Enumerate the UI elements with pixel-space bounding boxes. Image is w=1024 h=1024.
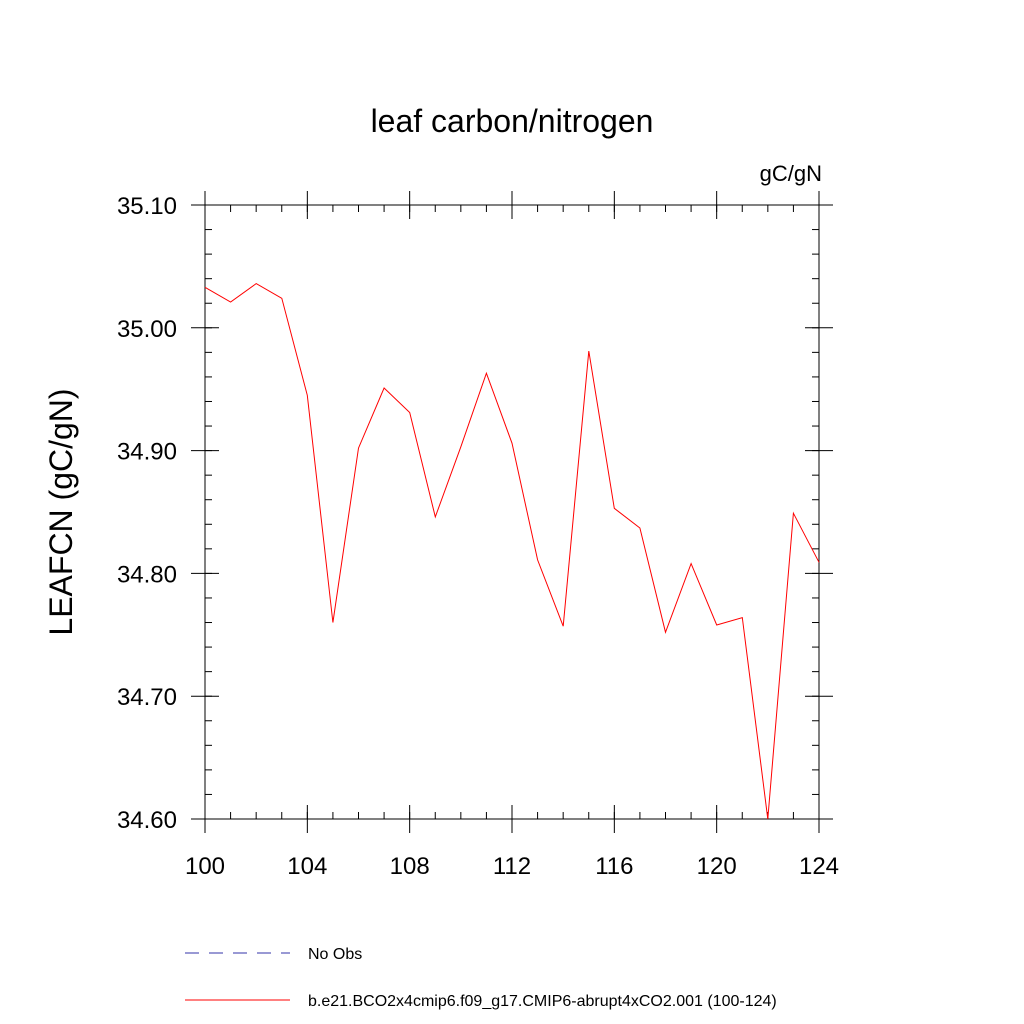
chart-title: leaf carbon/nitrogen — [371, 103, 654, 139]
x-tick-label: 120 — [697, 853, 737, 880]
series-layer — [204, 283, 820, 820]
x-tick-label: 108 — [390, 853, 430, 880]
y-tick-label: 35.00 — [117, 316, 177, 343]
x-tick-label: 116 — [595, 853, 633, 880]
units-label: gC/gN — [760, 161, 822, 186]
plot-frame — [204, 204, 820, 820]
x-tick-label: 104 — [287, 853, 327, 880]
legend-label-series: b.e21.BCO2x4cmip6.f09_g17.CMIP6-abrupt4x… — [308, 993, 777, 1010]
x-tick-label: 124 — [799, 853, 839, 880]
ticks-layer: 100 104 108 112 116 120 124 34.60 34.70 34.80 34.9… — [117, 191, 839, 880]
legend: No Obs b.e21.BCO2x4cmip6.f09_g17.CMIP6-a… — [185, 946, 777, 1010]
y-tick-label: 34.70 — [117, 684, 177, 711]
y-tick-label: 35.10 — [117, 193, 177, 220]
y-axis-label: LEAFCN (gC/gN) — [43, 388, 79, 635]
y-tick-label: 34.60 — [117, 807, 177, 834]
x-tick-label: 112 — [493, 853, 531, 880]
legend-label-no-obs: No Obs — [308, 946, 362, 963]
y-tick-label: 34.90 — [117, 439, 177, 466]
x-tick-label: 100 — [185, 853, 225, 880]
series-line — [204, 283, 820, 820]
y-tick-label: 34.80 — [117, 561, 177, 588]
